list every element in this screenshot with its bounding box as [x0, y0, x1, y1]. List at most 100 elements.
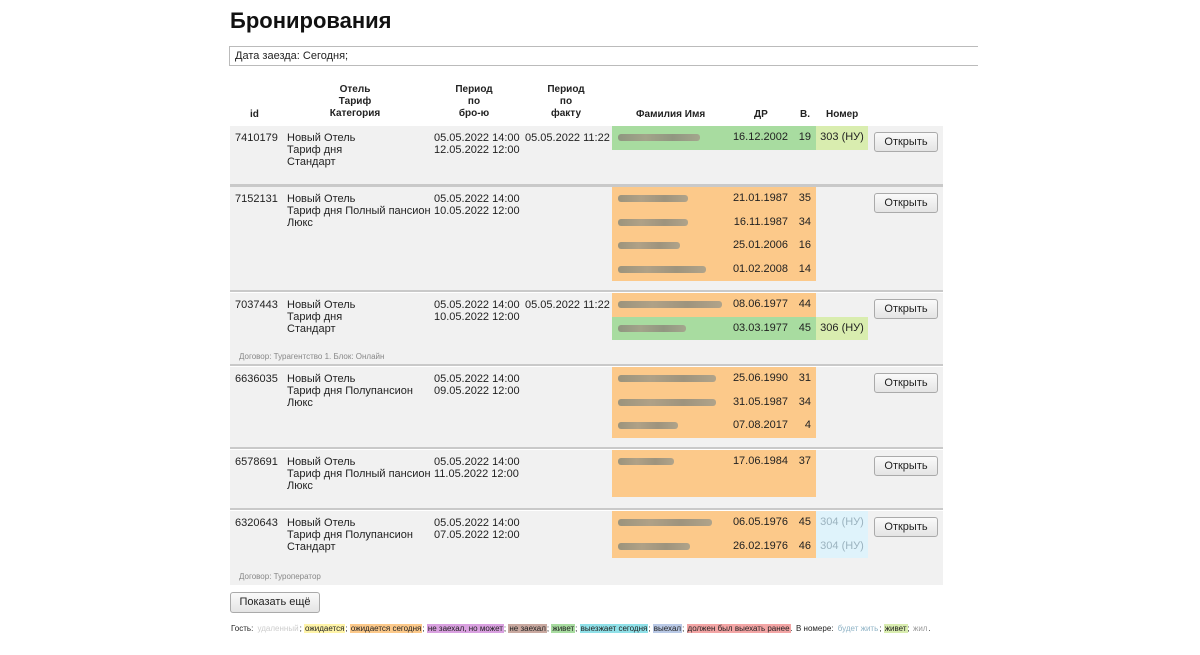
redacted-name: [618, 458, 674, 465]
header-period-fact: Период по факту: [547, 84, 585, 119]
guest-cell: 21.01.1987 35: [612, 187, 816, 211]
redacted-name: [618, 375, 716, 382]
guest-age: 31: [798, 372, 811, 384]
redacted-name: [618, 542, 690, 550]
hotel-line: Тариф дня Полупансион: [287, 385, 413, 397]
guest-age: 19: [798, 131, 811, 143]
header-id: id: [250, 109, 259, 120]
guest-dob: 31.05.1987: [732, 395, 788, 408]
hotel-line: Новый Отель: [287, 299, 356, 311]
booking-hotel-info: Новый Отель Тариф дня Стандарт: [287, 299, 355, 335]
guest-age: 44: [798, 298, 811, 310]
hotel-line: Тариф дня: [287, 144, 343, 156]
guest-cell: 26.02.1976 46: [612, 534, 816, 558]
legend-guest-item: удаленный: [256, 624, 300, 633]
guest-age: 4: [804, 419, 811, 431]
booking-note: Договор: Турагентство 1. Блок: Онлайн: [239, 352, 385, 361]
hotel-line: Стандарт: [287, 541, 336, 553]
redacted-name: [618, 242, 680, 249]
open-booking-button[interactable]: Открыть: [874, 456, 938, 476]
booking-id: 7037443: [235, 299, 278, 311]
header-room: Номер: [826, 109, 859, 120]
hotel-line: Тариф дня Полный пансион: [287, 468, 431, 480]
redacted-name: [618, 265, 706, 273]
booking-row: 6320643 Новый Отель Тариф дня Полупансион С…: [230, 511, 943, 585]
guest-dob: 08.06.1977: [732, 298, 788, 310]
show-more-button[interactable]: Показать ещё: [230, 592, 320, 613]
redacted-name: [618, 195, 688, 202]
guest-dob: 26.02.1976: [732, 539, 788, 552]
open-booking-button[interactable]: Открыть: [874, 517, 938, 537]
period-from: 05.05.2022 14:00: [434, 373, 520, 385]
hotel-line: Новый Отель: [287, 517, 356, 529]
open-booking-button[interactable]: Открыть: [874, 132, 938, 152]
row-separator: [230, 364, 943, 366]
guest-cell: 01.02.2008 14: [612, 257, 816, 281]
legend-guest-label: Гость:: [231, 624, 256, 633]
hotel-line: Тариф дня: [287, 311, 343, 323]
guest-cell: 06.05.1976 45: [612, 511, 816, 535]
period-to: 10.05.2022 12:00: [434, 205, 520, 217]
guest-cell: 03.03.1977 45: [612, 316, 816, 340]
booking-row: 6578691 Новый Отель Тариф дня Полный панси…: [230, 450, 943, 509]
open-booking-button[interactable]: Открыть: [874, 299, 938, 319]
hotel-line: Новый Отель: [287, 193, 356, 205]
redacted-name: [618, 422, 678, 429]
period-to: 09.05.2022 12:00: [434, 385, 520, 397]
legend-guest-item: ожидается: [304, 624, 346, 633]
header-dob: ДР: [754, 109, 768, 120]
booking-period: 05.05.2022 14:00 10.05.2022 12:00: [434, 299, 520, 323]
row-separator: [230, 447, 943, 449]
period-from: 05.05.2022 14:00: [434, 132, 520, 144]
guest-cell: 07.08.2017 4: [612, 414, 816, 438]
open-booking-button[interactable]: Открыть: [874, 373, 938, 393]
period-from: 05.05.2022 14:00: [434, 299, 520, 311]
guest-age: 37: [798, 455, 811, 467]
legend-room-item: будет жить: [836, 624, 880, 633]
booking-row: 6636035 Новый Отель Тариф дня Полупансион Л…: [230, 367, 943, 448]
booking-hotel-info: Новый Отель Тариф дня Полный пансион Люкс: [287, 193, 431, 229]
booking-hotel-info: Новый Отель Тариф дня Полупансион Стандарт: [287, 517, 413, 553]
legend-room-item: жил: [911, 624, 929, 633]
booking-hotel-info: Новый Отель Тариф дня Стандарт: [287, 132, 355, 168]
booking-row: 7410179 Новый Отель Тариф дня Стандарт 05.05…: [230, 126, 943, 186]
redacted-name: [618, 134, 700, 141]
open-booking-button[interactable]: Открыть: [874, 193, 938, 213]
period-from: 05.05.2022 14:00: [434, 517, 520, 529]
guest-cell: 17.06.1984 37: [612, 450, 816, 497]
room-number: 303 (НУ): [816, 126, 868, 150]
period-to: 07.05.2022 12:00: [434, 529, 520, 541]
row-separator: [230, 508, 943, 510]
redacted-name: [618, 218, 688, 226]
legend-room-item: живет: [883, 624, 908, 633]
header-hotel: Отель Тариф Категория: [329, 84, 381, 119]
redacted-name: [618, 324, 686, 332]
period-to: 10.05.2022 12:00: [434, 311, 520, 323]
hotel-line: Тариф дня Полупансион: [287, 529, 413, 541]
booking-period: 05.05.2022 14:00 07.05.2022 12:00: [434, 517, 520, 541]
redacted-name: [618, 519, 712, 526]
filter-summary[interactable]: Дата заезда: Сегодня;: [229, 46, 978, 66]
booking-id: 6578691: [235, 456, 278, 468]
row-separator: [230, 290, 943, 292]
booking-id: 7410179: [235, 132, 278, 144]
guest-dob: 06.05.1976: [732, 516, 788, 528]
booking-period: 05.05.2022 14:00 10.05.2022 12:00: [434, 193, 520, 217]
page-title: Бронирования: [230, 8, 392, 33]
legend-guest-item: не заехал: [508, 624, 547, 633]
period-to: 11.05.2022 12:00: [434, 468, 519, 480]
guest-age: 46: [798, 539, 811, 552]
guest-age: 45: [798, 516, 811, 528]
hotel-line: Люкс: [287, 217, 313, 229]
guest-dob: 07.08.2017: [732, 419, 788, 431]
hotel-line: Люкс: [287, 397, 313, 409]
guest-dob: 16.11.1987: [733, 215, 788, 228]
room-number: 306 (НУ): [816, 316, 868, 340]
room-number: 304 (НУ): [816, 511, 868, 535]
hotel-line: Стандарт: [287, 323, 336, 335]
guest-cell: 08.06.1977 44: [612, 293, 816, 317]
row-separator: [230, 185, 943, 187]
header-period-booking: Период по бро-ю: [455, 84, 493, 119]
legend-guest-item: должен был выехать ранее: [686, 624, 791, 633]
